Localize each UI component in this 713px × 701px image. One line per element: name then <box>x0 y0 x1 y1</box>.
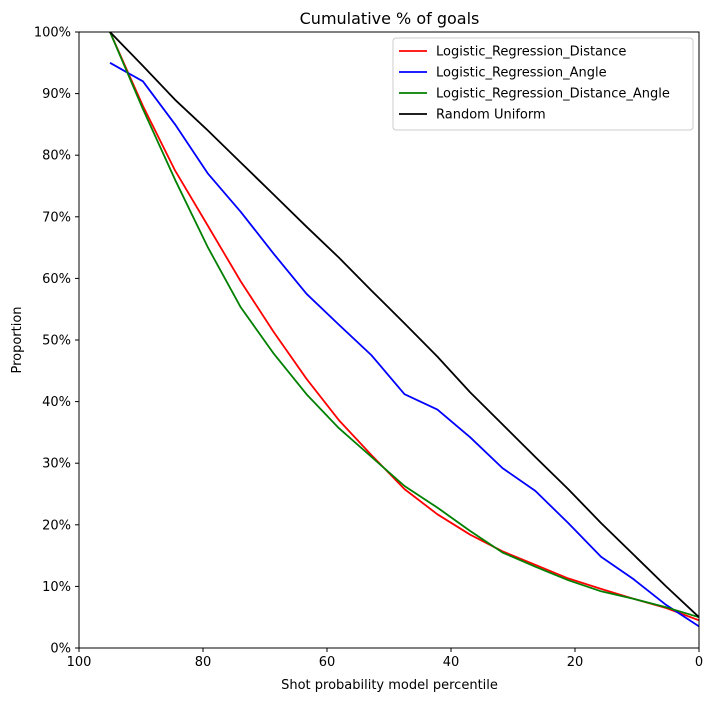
legend-box <box>392 37 694 131</box>
y-tick-label: 60% <box>42 272 71 287</box>
x-tick-label: 20 <box>567 655 584 670</box>
y-axis-ticks: 0% 10% 20% 30% 40% 50% 60% 70% 80% 90% 100% <box>34 26 79 657</box>
x-axis-label: Shot probability model percentile <box>281 678 498 693</box>
x-tick-label: 0 <box>695 655 703 670</box>
x-tick-label: 40 <box>443 655 460 670</box>
legend-label: Logistic_Regression_Distance <box>436 45 626 60</box>
y-tick-label: 10% <box>42 580 71 595</box>
legend: Logistic_Regression_Distance Logistic_Reg… <box>392 37 694 131</box>
y-tick-label: 30% <box>42 457 71 472</box>
y-tick-label: 50% <box>42 334 71 349</box>
y-tick-label: 100% <box>34 26 71 41</box>
series-line-logistic-regression-distance <box>109 31 700 622</box>
series-line-logistic-regression-angle <box>109 62 700 628</box>
series-line-logistic-regression-distance-angle <box>109 31 700 619</box>
y-tick-label: 90% <box>42 87 71 102</box>
x-tick-label: 100 <box>67 655 92 670</box>
y-tick-label: 80% <box>42 149 71 164</box>
chart-title: Cumulative % of goals <box>300 9 480 28</box>
legend-label: Logistic_Regression_Distance_Angle <box>436 87 670 102</box>
y-tick-label: 40% <box>42 395 71 410</box>
y-axis-label: Proportion <box>10 306 25 373</box>
legend-label: Random Uniform <box>436 108 546 123</box>
x-axis-ticks: 100 80 60 40 20 0 <box>67 648 703 670</box>
y-tick-label: 20% <box>42 518 71 533</box>
x-tick-label: 60 <box>319 655 336 670</box>
x-tick-label: 80 <box>195 655 212 670</box>
y-tick-label: 70% <box>42 210 71 225</box>
series-line-random-uniform <box>109 31 700 618</box>
legend-label: Logistic_Regression_Angle <box>436 66 607 81</box>
y-tick-label: 0% <box>50 642 71 657</box>
series-layer <box>109 31 700 628</box>
